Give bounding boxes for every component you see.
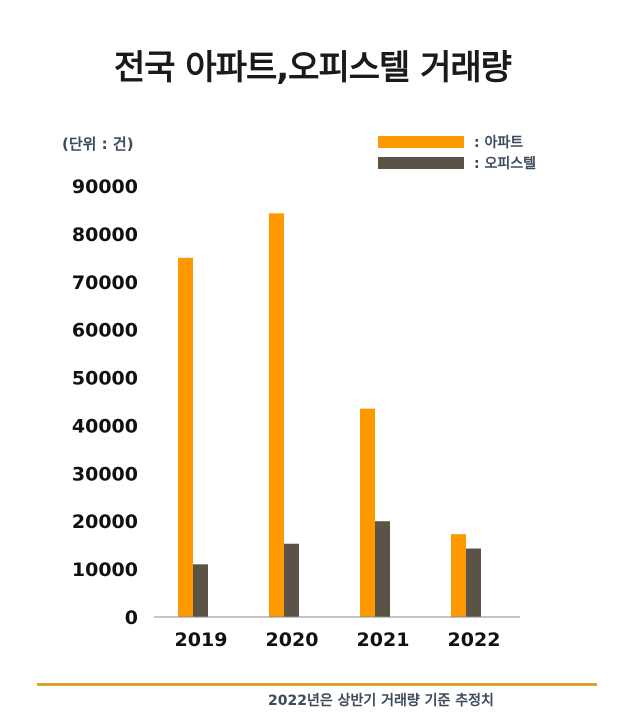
bar-officetel-2022 bbox=[466, 548, 481, 617]
x-tick-label: 2022 bbox=[448, 629, 501, 651]
footer-rule bbox=[37, 683, 597, 686]
unit-label: (단위 : 건) bbox=[62, 135, 134, 153]
y-tick-label: 80000 bbox=[72, 224, 138, 246]
y-tick-label: 60000 bbox=[72, 320, 138, 342]
x-axis-labels: 2019 2020 2021 2022 bbox=[175, 629, 501, 651]
y-axis-ticks: 0 10000 20000 30000 40000 50000 60000 70000 8000… bbox=[72, 176, 138, 629]
bar-officetel-2020 bbox=[284, 543, 299, 617]
bar-apartment-2019 bbox=[178, 257, 193, 617]
footnote: 2022년은 상반기 거래량 기준 추정치 bbox=[268, 693, 494, 709]
y-tick-label: 20000 bbox=[72, 511, 138, 533]
y-tick-label: 70000 bbox=[72, 272, 138, 294]
bar-apartment-2021 bbox=[360, 408, 375, 617]
legend-swatch-apartment bbox=[378, 135, 464, 148]
legend-item-officetel: : 오피스텔 bbox=[378, 152, 536, 173]
chart-title: 전국 아파트,오피스텔 거래량 bbox=[114, 48, 512, 88]
legend: : 아파트 : 오피스텔 bbox=[378, 131, 536, 173]
bar-apartment-2020 bbox=[269, 213, 284, 617]
bars bbox=[178, 213, 481, 617]
legend-label-apartment: : 아파트 bbox=[474, 134, 524, 151]
legend-swatch-officetel bbox=[378, 156, 464, 169]
bar-apartment-2022 bbox=[451, 534, 466, 617]
y-tick-label: 10000 bbox=[72, 559, 138, 581]
x-tick-label: 2020 bbox=[266, 629, 319, 651]
x-tick-label: 2021 bbox=[357, 629, 410, 651]
legend-item-apartment: : 아파트 bbox=[378, 131, 536, 152]
legend-label-officetel: : 오피스텔 bbox=[474, 155, 536, 172]
y-tick-label: 30000 bbox=[72, 463, 138, 485]
bar-officetel-2021 bbox=[375, 521, 390, 617]
y-tick-label: 90000 bbox=[72, 176, 138, 198]
bar-officetel-2019 bbox=[193, 564, 208, 617]
y-tick-label: 0 bbox=[125, 607, 138, 629]
y-tick-label: 50000 bbox=[72, 368, 138, 390]
y-tick-label: 40000 bbox=[72, 415, 138, 437]
x-tick-label: 2019 bbox=[175, 629, 228, 651]
